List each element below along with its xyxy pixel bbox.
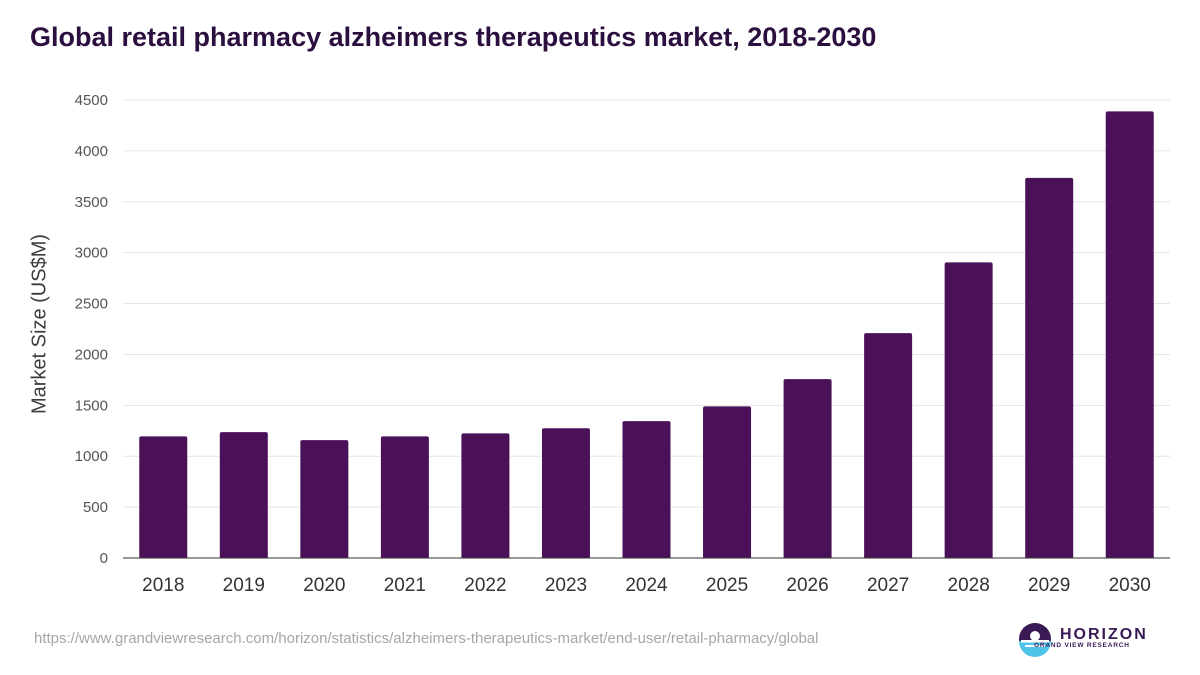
y-tick-label: 4500 <box>75 92 108 109</box>
x-tick-label: 2020 <box>303 575 345 596</box>
bar-2026[interactable] <box>783 379 832 558</box>
y-axis-ticks: 0 500 1000 1500 2000 2500 3000 3500 4000 4500 <box>75 92 108 567</box>
y-tick-label: 1500 <box>75 397 108 414</box>
brand-subtitle: GRAND VIEW RESEARCH <box>1034 642 1130 649</box>
y-tick-label: 0 <box>100 550 108 567</box>
bar-2027[interactable] <box>864 333 913 558</box>
bar-2024[interactable] <box>622 421 671 558</box>
bar-2028[interactable] <box>944 262 993 558</box>
brand-name: HORIZON <box>1060 626 1148 643</box>
x-tick-label: 2024 <box>625 575 668 596</box>
bars <box>139 111 1154 559</box>
x-tick-label: 2018 <box>142 575 184 596</box>
x-tick-label: 2025 <box>706 575 748 596</box>
x-tick-label: 2022 <box>464 575 506 596</box>
bar-2029[interactable] <box>1025 177 1074 559</box>
bar-2021[interactable] <box>380 436 429 558</box>
bar-2023[interactable] <box>541 428 590 558</box>
source-url[interactable]: https://www.grandviewresearch.com/horizo… <box>34 630 819 647</box>
y-tick-label: 500 <box>83 499 108 516</box>
x-tick-label: 2030 <box>1109 575 1151 596</box>
y-tick-label: 2500 <box>75 296 108 313</box>
y-tick-label: 1000 <box>75 448 108 465</box>
x-tick-label: 2027 <box>867 575 909 596</box>
horizon-logo-icon <box>1019 623 1051 657</box>
bar-2030[interactable] <box>1105 111 1154 558</box>
x-axis-ticks: 2018 2019 2020 2021 2022 2023 2024 2025 2026 2027… <box>142 575 1151 596</box>
x-tick-label: 2028 <box>948 575 990 596</box>
bar-2018[interactable] <box>139 436 188 558</box>
x-tick-label: 2021 <box>384 575 426 596</box>
chart-title: Global retail pharmacy alzheimers therap… <box>30 22 877 52</box>
bar-2022[interactable] <box>461 433 510 558</box>
y-tick-label: 2000 <box>75 346 108 363</box>
x-tick-label: 2023 <box>545 575 587 596</box>
x-tick-label: 2019 <box>223 575 265 596</box>
bar-2019[interactable] <box>219 432 268 558</box>
x-tick-label: 2026 <box>786 575 828 596</box>
y-tick-label: 4000 <box>75 143 108 160</box>
y-tick-label: 3500 <box>75 194 108 211</box>
bar-chart: 0 500 1000 1500 2000 2500 3000 3500 4000 4500 201… <box>75 92 1170 596</box>
x-tick-label: 2029 <box>1028 575 1070 596</box>
bar-2025[interactable] <box>703 406 752 558</box>
bar-2020[interactable] <box>300 440 349 558</box>
y-tick-label: 3000 <box>75 245 108 262</box>
